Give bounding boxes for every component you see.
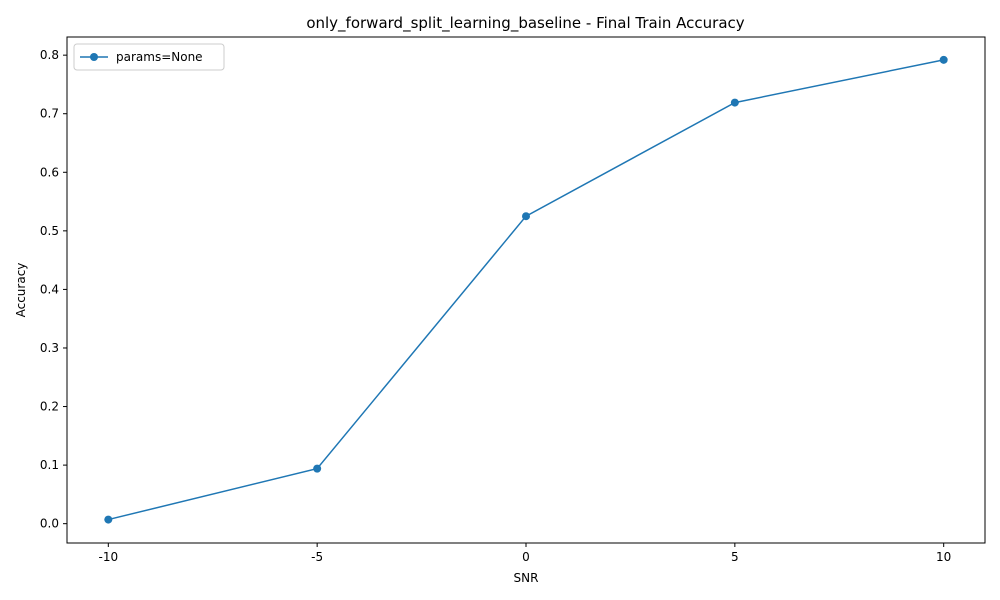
legend-box xyxy=(73,43,225,71)
y-tick-label: 0.7 xyxy=(40,107,59,121)
chart-title: only_forward_split_learning_baseline - F… xyxy=(306,14,744,33)
x-tick-label: -10 xyxy=(99,550,119,564)
y-tick-label: 0.1 xyxy=(40,458,59,472)
y-tick-label: 0.4 xyxy=(40,282,59,296)
legend-marker xyxy=(90,53,98,61)
data-point xyxy=(939,55,948,64)
x-tick-label: 10 xyxy=(936,550,951,564)
data-point xyxy=(730,98,739,107)
series-layer xyxy=(104,55,948,524)
data-point xyxy=(104,515,113,524)
y-tick-label: 0.3 xyxy=(40,341,59,355)
legend-label: params=None xyxy=(116,50,203,64)
data-point xyxy=(522,212,530,221)
plot-area xyxy=(66,36,986,544)
x-tick-label: 5 xyxy=(731,550,739,564)
y-tick-label: 0.0 xyxy=(40,517,59,531)
x-tick-label: -5 xyxy=(311,550,323,564)
y-tick-label: 0.2 xyxy=(40,400,59,414)
legend: params=None xyxy=(73,43,225,71)
x-tick-label: 0 xyxy=(522,550,530,564)
y-tick-label: 0.8 xyxy=(40,48,59,62)
y-tick-label: 0.5 xyxy=(40,224,59,238)
data-point xyxy=(313,464,322,473)
y-axis-ticks: 0.0 0.1 0.2 0.3 0.4 0.5 0.6 0.7 0.8 xyxy=(40,48,67,531)
x-axis-label: SNR xyxy=(514,571,539,585)
x-axis-ticks: -10 -5 0 5 10 xyxy=(99,543,951,564)
y-tick-label: 0.6 xyxy=(40,165,59,179)
y-axis-label: Accuracy xyxy=(14,263,28,318)
